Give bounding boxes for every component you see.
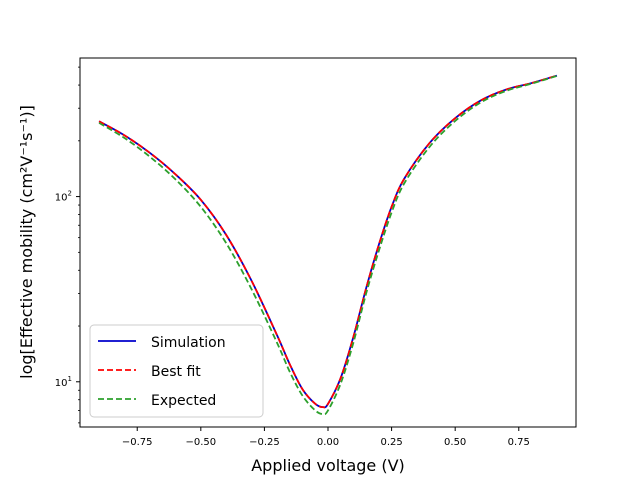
- legend-label-expected: Expected: [151, 393, 216, 409]
- x-tick-label: 0.50: [444, 437, 466, 448]
- y-tick-label-exponent: 2: [68, 190, 72, 198]
- series-layer: [98, 74, 558, 416]
- legend-label-best-fit: Best fit: [151, 364, 201, 380]
- legend-box: [89, 324, 264, 418]
- y-tick-label: 102: [55, 190, 72, 204]
- y-tick-label-exponent: 1: [68, 375, 72, 383]
- series-line-expected: [98, 75, 558, 416]
- x-tick-label: 0.00: [317, 437, 339, 448]
- legend: Simulation Best fit Expected: [89, 324, 264, 418]
- x-axis-ticks: −0.75 −0.50 −0.25 0.00 0.25 0.50 0.75: [122, 427, 530, 448]
- y-tick-label: 101: [55, 375, 72, 389]
- x-tick-label: 0.25: [380, 437, 402, 448]
- series-line-best-fit: [98, 74, 558, 409]
- x-axis-title: Applied voltage (V): [251, 456, 405, 475]
- x-tick-label: 0.75: [508, 437, 530, 448]
- x-tick-label: −0.50: [185, 437, 216, 448]
- x-tick-label: −0.75: [122, 437, 153, 448]
- y-tick-label-base: 10: [55, 378, 68, 389]
- y-tick-label-base: 10: [55, 193, 68, 204]
- y-axis-title: log[Effective mobility (cm²V⁻¹s⁻¹)]: [17, 105, 36, 379]
- x-tick-label: −0.25: [249, 437, 280, 448]
- legend-label-simulation: Simulation: [151, 335, 226, 351]
